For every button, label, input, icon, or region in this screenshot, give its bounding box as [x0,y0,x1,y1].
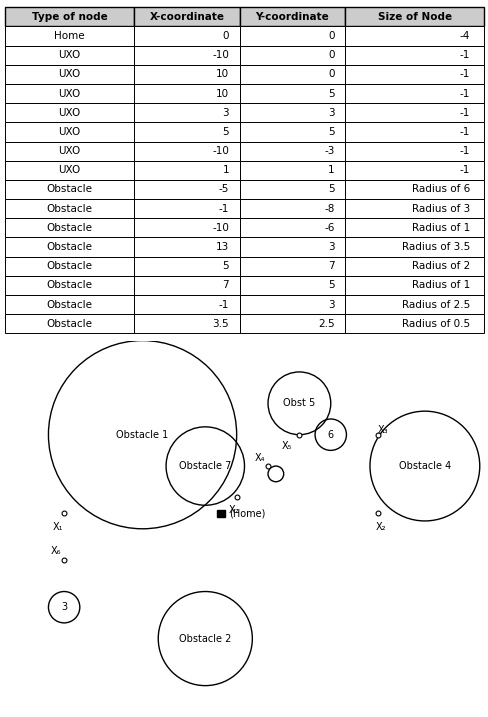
Text: X₆: X₆ [51,546,61,556]
Text: Obstacle 7: Obstacle 7 [179,461,231,471]
Text: X₅: X₅ [281,441,291,451]
Text: Obst 5: Obst 5 [283,399,315,408]
Text: 3: 3 [61,602,67,612]
Text: X₇: X₇ [228,505,238,515]
Text: X₄: X₄ [254,453,265,463]
Text: Obstacle 1: Obstacle 1 [116,429,168,440]
Bar [217,510,224,517]
Text: X₁: X₁ [53,522,63,532]
Text: 6: 6 [327,429,333,440]
Text: Obstacle 4: Obstacle 4 [398,461,450,471]
Text: X₂: X₂ [375,522,386,532]
Text: X₃: X₃ [376,425,387,435]
Text: Obstacle 2: Obstacle 2 [179,634,231,644]
Text: (Home): (Home) [229,508,265,518]
